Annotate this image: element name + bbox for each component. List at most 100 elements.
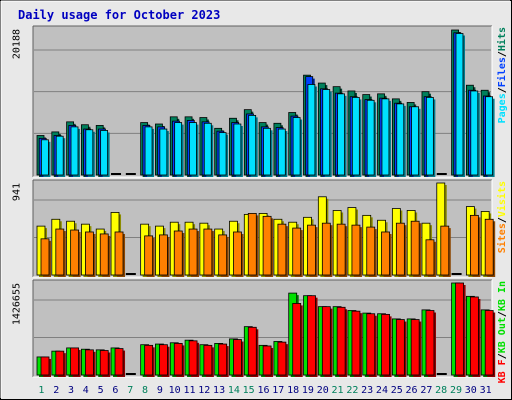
bar-sites — [425, 239, 436, 277]
panel-visitors: 941 Sites/Visits — [11, 179, 508, 278]
bar-sites — [321, 222, 333, 277]
day-label: 20 — [317, 385, 329, 396]
bar-sites — [469, 214, 481, 277]
bar-kb-out — [262, 345, 274, 377]
bar-sites — [381, 231, 392, 277]
bar-pages — [248, 114, 258, 177]
legend-item: Pages — [497, 93, 508, 123]
bar-sites — [114, 231, 126, 277]
bar-sites — [410, 220, 422, 277]
bar-sites — [351, 224, 362, 277]
bar-kb-out — [410, 319, 422, 377]
bar-kb-out — [55, 350, 66, 377]
panel-traffic: 1426655 KB F/KB Out/KB In — [11, 279, 508, 383]
bar-kb-out — [469, 296, 481, 377]
bar-pages — [189, 122, 199, 177]
bar-pages — [351, 97, 362, 177]
bar-sites — [262, 215, 274, 277]
day-label: 5 — [98, 385, 104, 396]
bar-sites — [159, 234, 170, 277]
day-label: 17 — [272, 385, 284, 396]
bar-pages — [218, 132, 229, 177]
bar-kb-out — [455, 282, 466, 377]
empty-day-marker — [436, 173, 447, 175]
legend: Sites/Visits — [496, 181, 508, 253]
day-label: 19 — [302, 385, 314, 396]
legend-item: Hits — [496, 27, 508, 51]
day-label: 26 — [406, 385, 418, 396]
bar-sites — [292, 227, 303, 277]
bar-kb-out — [321, 306, 333, 377]
bar-kb-out — [395, 319, 407, 377]
day-label: 12 — [198, 385, 210, 396]
bar-pages — [174, 122, 184, 177]
bar-kb-out — [292, 303, 303, 377]
bar-kb-out — [218, 343, 229, 377]
day-label: 30 — [465, 385, 477, 396]
day-label: 9 — [157, 385, 163, 396]
empty-day-marker — [451, 273, 462, 275]
empty-day-marker — [125, 273, 136, 275]
bar-sites — [144, 235, 155, 277]
legend-item: Files — [496, 57, 508, 87]
legend-item: Visits — [496, 181, 508, 217]
bar-kb-out — [144, 344, 155, 377]
bar-sites — [366, 226, 377, 277]
legend: KB F/KB Out/KB In — [497, 281, 508, 383]
bar-pages — [144, 126, 155, 177]
bar-pages — [337, 93, 347, 177]
legend-item: KB Out — [497, 317, 508, 353]
day-label: 23 — [361, 385, 373, 396]
bar-kb-out — [40, 356, 51, 377]
empty-day-marker — [125, 373, 136, 375]
bar-pages — [292, 117, 303, 177]
day-label: 4 — [83, 385, 89, 396]
bar-kb-out — [99, 350, 111, 377]
bar-sites — [203, 228, 214, 277]
bar-pages — [396, 103, 406, 177]
bar-sites — [440, 225, 451, 277]
bar-kb-out — [277, 341, 288, 377]
bar-pages — [233, 123, 243, 177]
day-label: 16 — [257, 385, 269, 396]
empty-day-marker — [111, 173, 122, 175]
day-label: 27 — [420, 385, 432, 396]
bar-kb-out — [233, 339, 244, 377]
bar-sites — [395, 222, 407, 277]
day-label: 3 — [68, 385, 74, 396]
day-label: 13 — [213, 385, 225, 396]
bar-pages — [425, 97, 436, 177]
bar-sites — [40, 238, 51, 277]
bar-pages — [322, 89, 332, 177]
y-max-label: 1426655 — [11, 283, 22, 325]
bar-kb-out — [336, 306, 348, 377]
bar-pages — [85, 129, 95, 177]
panel-requests: 20188 Pages/Files/Hits — [11, 25, 508, 178]
bar-sites — [247, 213, 259, 277]
bar-pages — [159, 128, 169, 177]
bar-sites — [336, 223, 348, 277]
bar-pages — [366, 99, 377, 177]
day-label: 28 — [435, 385, 447, 396]
empty-day-marker — [125, 173, 136, 175]
bar-kb-out — [188, 340, 200, 377]
bar-sites — [173, 230, 185, 277]
day-label: 8 — [142, 385, 148, 396]
bar-kb-out — [351, 310, 362, 377]
bar-kb-out — [159, 344, 170, 377]
day-label: 18 — [287, 385, 299, 396]
bar-pages — [381, 98, 391, 177]
bar-pages — [41, 139, 51, 177]
empty-day-marker — [436, 373, 447, 375]
day-label: 1 — [38, 385, 44, 396]
day-label: 29 — [450, 385, 462, 396]
bar-kb-out — [425, 310, 436, 377]
legend-item: KB F — [497, 359, 508, 383]
legend-item: Sites — [496, 223, 508, 253]
bar-sites — [218, 234, 229, 277]
day-label: 21 — [332, 385, 344, 396]
bar-pages — [470, 90, 480, 177]
day-label: 31 — [480, 385, 492, 396]
day-label: 7 — [127, 385, 133, 396]
